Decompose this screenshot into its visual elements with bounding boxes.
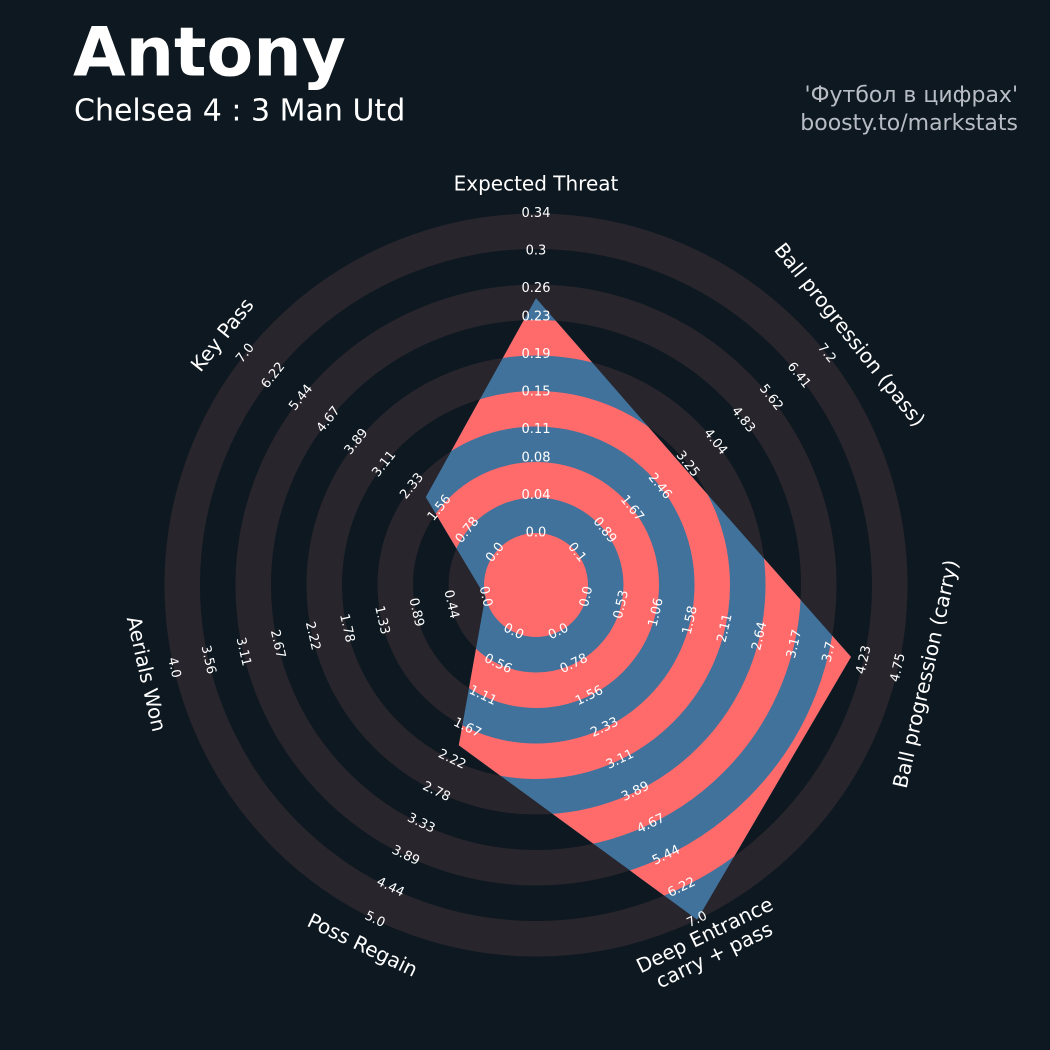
tick-label: 0.44 bbox=[441, 589, 462, 621]
tick-label: 0.53 bbox=[611, 589, 632, 621]
radar-band bbox=[484, 533, 588, 637]
tick-label: 1.06 bbox=[646, 597, 667, 629]
tick-label: 0.0 bbox=[577, 585, 596, 609]
tick-label: 0.19 bbox=[522, 347, 551, 362]
tick-label: 4.75 bbox=[888, 652, 909, 684]
tick-label: 0.15 bbox=[522, 385, 551, 400]
tick-label: 0.0 bbox=[476, 585, 495, 609]
tick-label: 0.0 bbox=[526, 526, 547, 541]
tick-label: 2.22 bbox=[302, 620, 323, 652]
tick-label: 0.23 bbox=[522, 309, 551, 324]
tick-label: 2.67 bbox=[267, 628, 288, 660]
ring bbox=[164, 213, 908, 957]
tick-label: 1.58 bbox=[680, 604, 701, 636]
tick-label: 0.34 bbox=[522, 206, 551, 221]
credit: boosty.to/markstats bbox=[800, 111, 1018, 136]
tick-label: 0.26 bbox=[522, 281, 551, 296]
tick-label: 3.56 bbox=[198, 644, 219, 676]
tick-label: 0.04 bbox=[522, 488, 551, 503]
tick-label: 2.11 bbox=[715, 612, 736, 644]
tick-label: 0.89 bbox=[405, 597, 426, 629]
tick-label: 3.11 bbox=[233, 636, 254, 668]
tick-label: 0.3 bbox=[526, 244, 547, 259]
tick-label: 0.08 bbox=[522, 450, 551, 465]
tick-label: 3.7 bbox=[820, 640, 839, 664]
tick-label: 2.64 bbox=[749, 620, 770, 652]
tick-label: 0.11 bbox=[522, 422, 551, 437]
subtitle: Chelsea 4 : 3 Man Utd bbox=[74, 94, 405, 129]
tick-label: 1.33 bbox=[371, 604, 392, 636]
radar-band bbox=[425, 391, 730, 779]
tick-label: 4.0 bbox=[164, 656, 183, 680]
tick-label: 1.78 bbox=[336, 612, 357, 644]
param-label: Expected Threat bbox=[454, 171, 619, 195]
tick-label: 3.17 bbox=[784, 628, 805, 660]
tick-label: 4.23 bbox=[854, 644, 875, 676]
credit: 'Футбол в цифрах' bbox=[805, 83, 1018, 108]
title: Antony bbox=[73, 14, 346, 93]
